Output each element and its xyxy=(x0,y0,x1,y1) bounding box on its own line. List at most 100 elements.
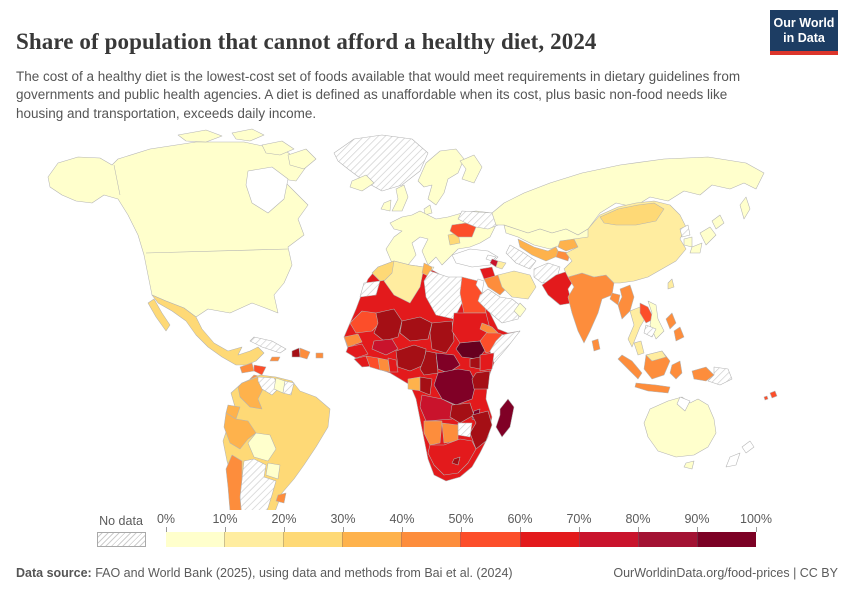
region-togo-benin[interactable] xyxy=(387,357,399,373)
region-suriname[interactable] xyxy=(282,380,295,396)
region-fiji[interactable] xyxy=(769,390,778,399)
region-denmark[interactable] xyxy=(423,204,433,216)
region-kyrgyzstan[interactable] xyxy=(557,238,579,252)
region-tanzania[interactable] xyxy=(471,370,491,390)
region-philippines[interactable] xyxy=(673,326,685,342)
legend-color-segment[interactable] xyxy=(460,532,520,547)
region-myanmar[interactable] xyxy=(617,284,635,320)
region-algeria[interactable] xyxy=(383,260,425,304)
region-bolivia[interactable] xyxy=(247,432,277,462)
region-sumatra[interactable] xyxy=(617,354,643,380)
region-niger[interactable] xyxy=(399,316,433,342)
region-baffin-island[interactable] xyxy=(287,148,317,170)
owid-logo[interactable]: Our World in Data xyxy=(770,10,838,55)
region-jamaica[interactable] xyxy=(269,356,281,362)
region-angola[interactable] xyxy=(419,394,455,422)
region-iceland[interactable] xyxy=(349,174,375,192)
region-kenya[interactable] xyxy=(479,352,495,372)
region-indonesian-papua[interactable] xyxy=(691,366,715,382)
region-tasmania[interactable] xyxy=(683,460,695,470)
region-mozambique[interactable] xyxy=(469,410,493,450)
region-new-zealand[interactable] xyxy=(725,452,741,468)
region-japan[interactable] xyxy=(711,214,725,230)
legend-color-segment[interactable] xyxy=(283,532,343,547)
region-oman[interactable] xyxy=(513,302,527,318)
region-india[interactable] xyxy=(567,272,615,344)
region-papua-new-guinea[interactable] xyxy=(707,366,733,386)
region-arctic-island[interactable] xyxy=(231,128,265,142)
region-dominican-republic[interactable] xyxy=(299,347,311,360)
region-peru[interactable] xyxy=(223,412,257,450)
region-sri-lanka[interactable] xyxy=(591,338,601,352)
region-zimbabwe[interactable] xyxy=(457,422,473,438)
region-cuba[interactable] xyxy=(249,336,287,354)
region-mongolia[interactable] xyxy=(599,202,665,226)
region-venezuela[interactable] xyxy=(257,376,281,396)
region-south-korea[interactable] xyxy=(683,236,693,248)
legend-color-segment[interactable] xyxy=(578,532,638,547)
region-guinea[interactable] xyxy=(345,343,369,359)
region-pakistan[interactable] xyxy=(541,270,577,306)
region-cambodia[interactable] xyxy=(643,324,657,338)
region-arctic-island[interactable] xyxy=(177,129,223,143)
region-japan[interactable] xyxy=(689,242,703,254)
legend-color-segment[interactable] xyxy=(401,532,461,547)
region-arctic-island[interactable] xyxy=(261,140,295,156)
region-malaysia-borneo[interactable] xyxy=(645,350,667,362)
region-namibia[interactable] xyxy=(423,420,443,446)
region-bangladesh[interactable] xyxy=(609,292,621,306)
region-chad[interactable] xyxy=(429,320,455,354)
region-laos[interactable] xyxy=(639,302,655,324)
region-senegal[interactable] xyxy=(343,333,363,348)
region-drc[interactable] xyxy=(433,368,477,406)
legend-no-data-swatch[interactable] xyxy=(97,532,146,547)
legend-color-segment[interactable] xyxy=(637,532,697,547)
region-philippines[interactable] xyxy=(665,312,677,330)
region-lesotho[interactable] xyxy=(451,456,461,466)
region-japan[interactable] xyxy=(699,226,717,246)
region-mexico[interactable] xyxy=(151,294,265,366)
region-chile[interactable] xyxy=(225,454,244,510)
region-botswana[interactable] xyxy=(441,422,459,444)
region-finland[interactable] xyxy=(459,154,483,184)
region-canada-usa[interactable] xyxy=(47,141,309,318)
region-taiwan[interactable] xyxy=(667,278,675,290)
legend-color-segment[interactable] xyxy=(224,532,284,547)
region-central-african-republic[interactable] xyxy=(435,352,461,374)
region-turkmenistan[interactable] xyxy=(505,244,537,270)
region-ireland[interactable] xyxy=(380,199,392,212)
region-paraguay[interactable] xyxy=(265,462,281,480)
legend-color-segment[interactable] xyxy=(519,532,579,547)
region-burkina-faso[interactable] xyxy=(371,338,399,356)
region-iran[interactable] xyxy=(497,270,537,300)
legend-color-segment[interactable] xyxy=(166,532,225,547)
region-sulawesi[interactable] xyxy=(669,360,683,380)
region-uk[interactable] xyxy=(391,184,409,212)
region-uganda[interactable] xyxy=(469,356,481,370)
region-java[interactable] xyxy=(634,382,671,394)
region-eritrea[interactable] xyxy=(479,322,499,334)
region-honduras[interactable] xyxy=(253,364,267,376)
region-sakhalin[interactable] xyxy=(739,196,751,220)
region-west-sahara[interactable] xyxy=(359,280,381,298)
region-puerto-rico[interactable] xyxy=(315,352,324,359)
footer-link[interactable]: OurWorldinData.org/food-prices | CC BY xyxy=(613,566,838,580)
legend-color-segment[interactable] xyxy=(696,532,756,547)
region-somalia[interactable] xyxy=(489,330,521,364)
region-malaysia-peninsula[interactable] xyxy=(633,340,645,356)
region-fiji[interactable] xyxy=(763,395,769,401)
region-china[interactable] xyxy=(563,200,687,284)
region-greenland[interactable] xyxy=(333,134,429,192)
region-baja-california[interactable] xyxy=(147,298,171,332)
region-north-korea[interactable] xyxy=(679,224,691,238)
region-congo[interactable] xyxy=(419,376,433,396)
region-uruguay[interactable] xyxy=(275,492,287,504)
region-israel-jordan[interactable] xyxy=(475,278,485,294)
region-argentina[interactable] xyxy=(239,458,277,510)
region-haiti[interactable] xyxy=(291,347,301,358)
region-azerbaijan[interactable] xyxy=(495,260,507,270)
region-scandinavia[interactable] xyxy=(417,148,465,206)
region-new-zealand[interactable] xyxy=(741,440,755,454)
legend-color-segment[interactable] xyxy=(342,532,402,547)
region-zambia[interactable] xyxy=(449,402,475,424)
